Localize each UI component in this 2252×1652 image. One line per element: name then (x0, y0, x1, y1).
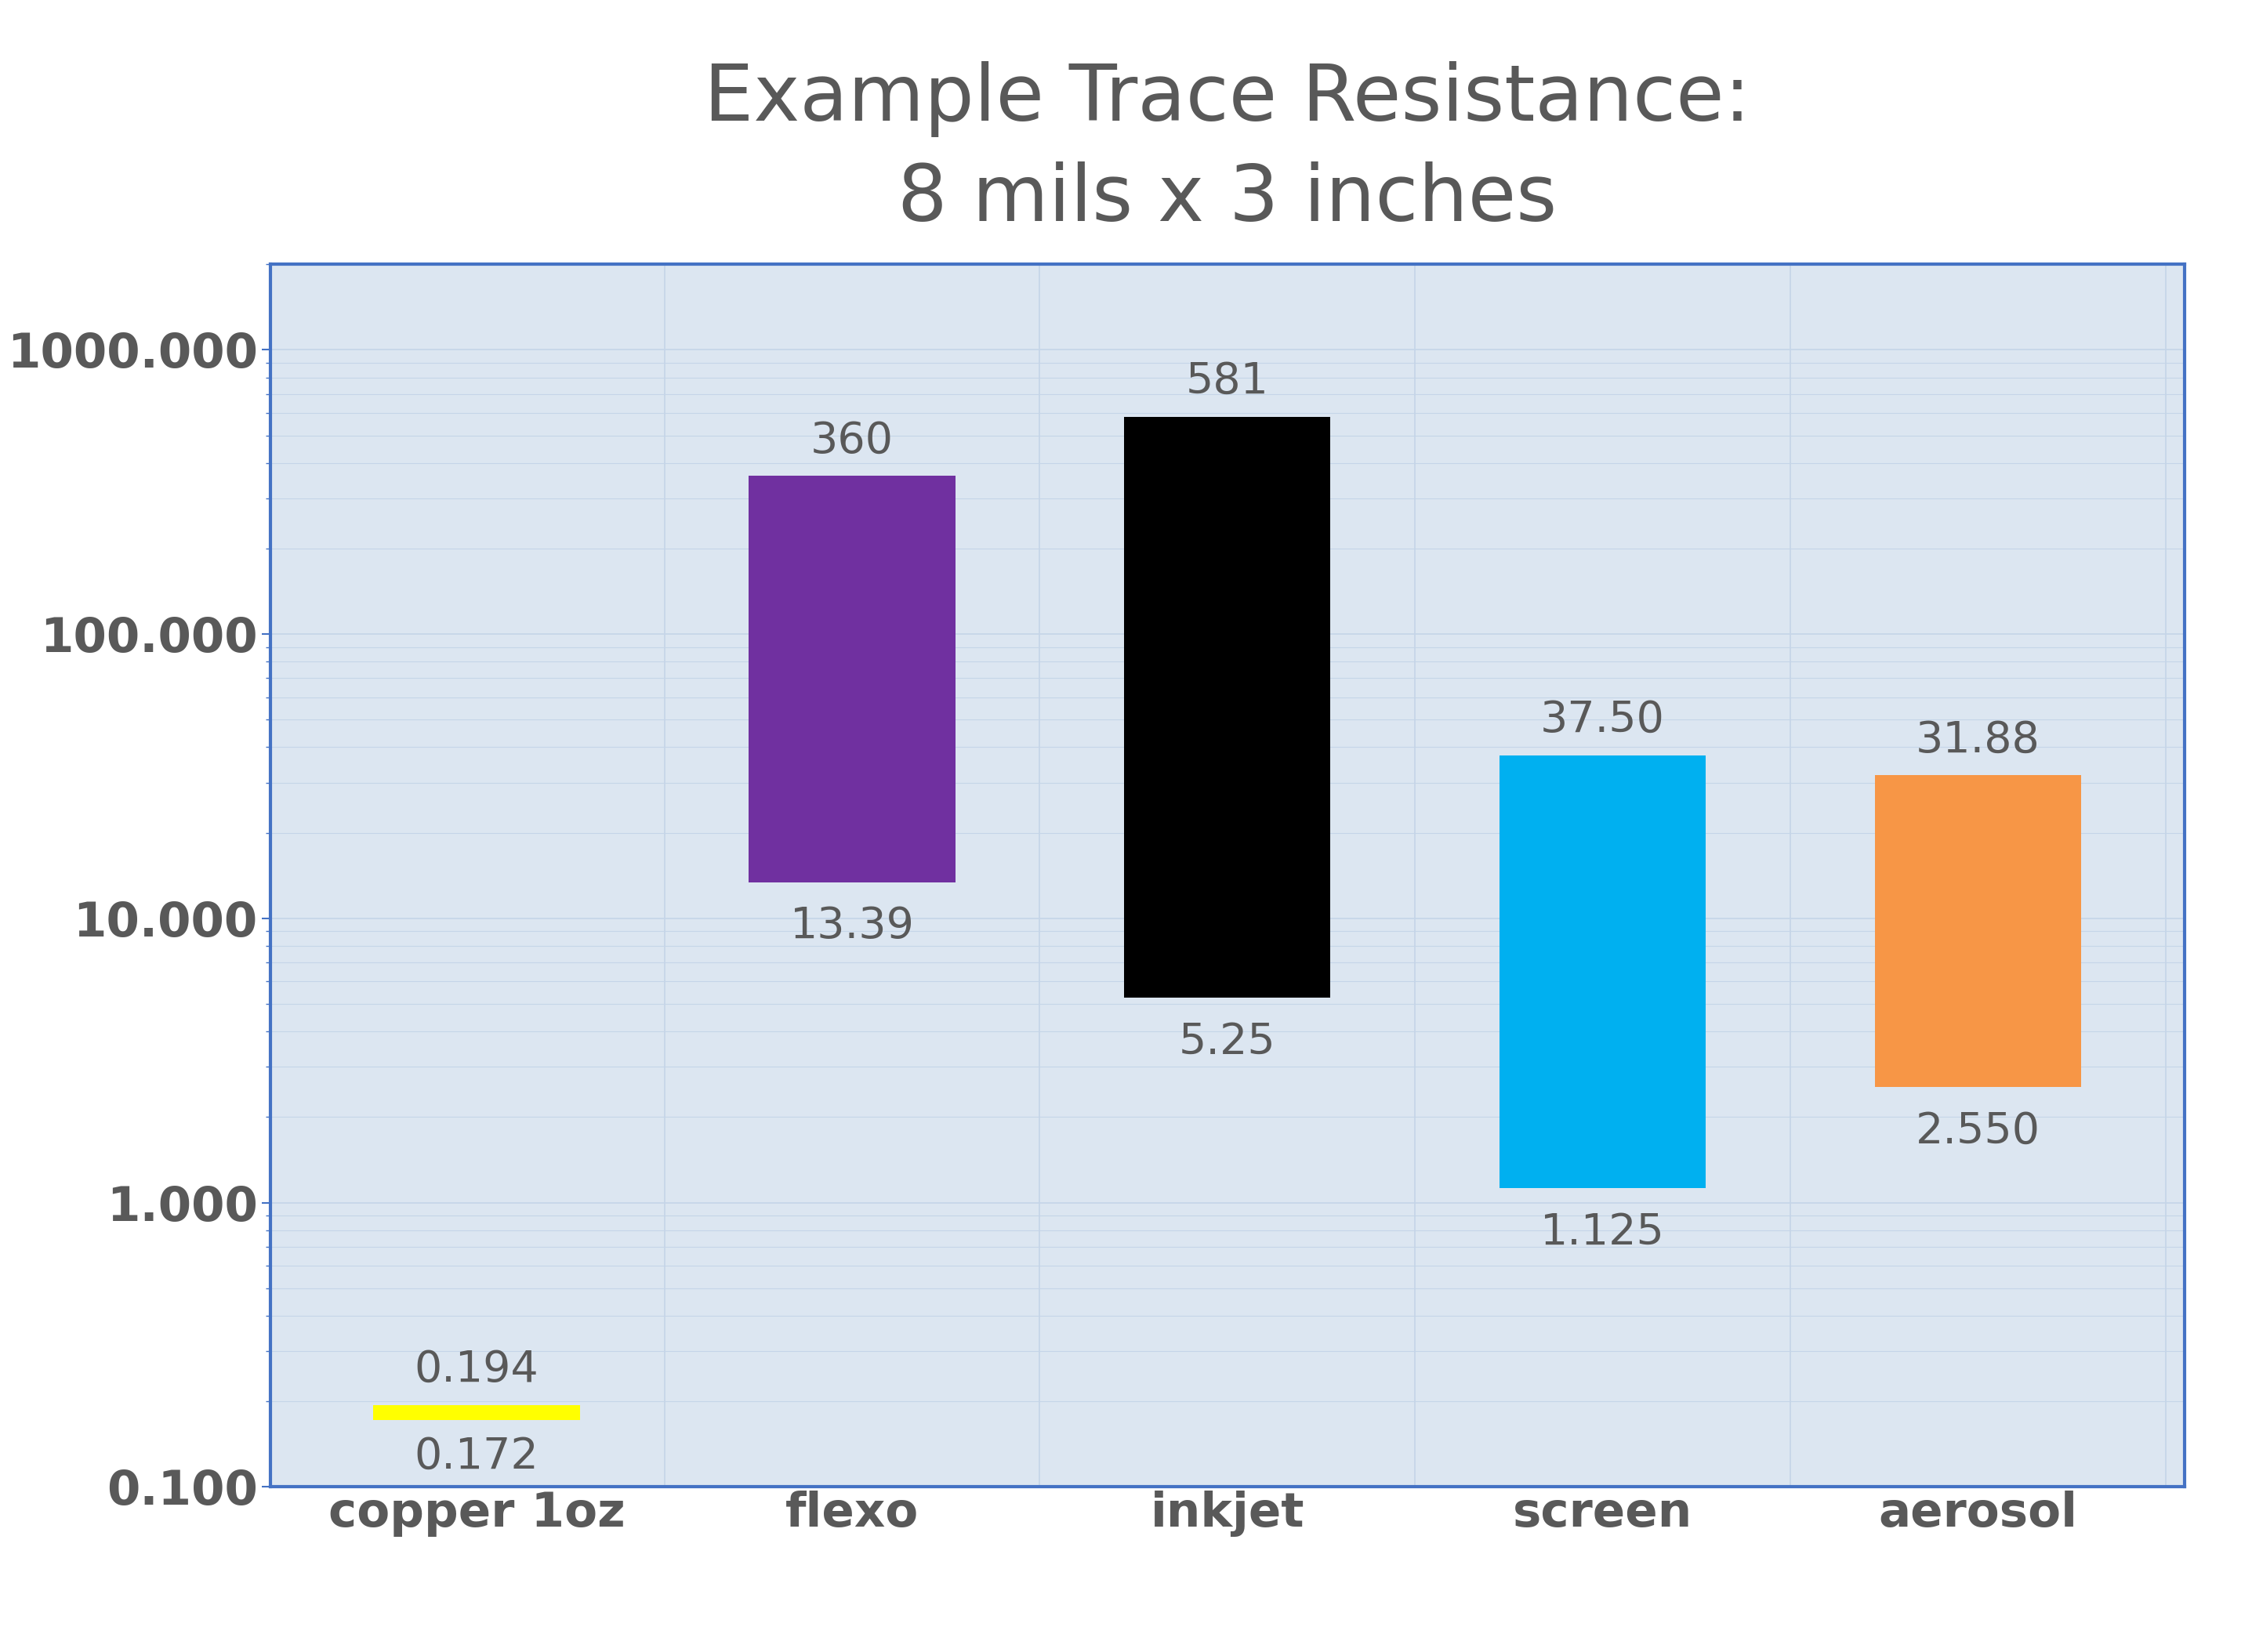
Text: 13.39: 13.39 (790, 905, 914, 948)
Bar (1124, 416, 1331, 998)
Text: 0.172: 0.172 (414, 1436, 538, 1479)
Text: 2.550: 2.550 (1916, 1110, 2040, 1153)
Text: 1.125: 1.125 (1540, 1211, 1664, 1254)
Text: 0.194: 0.194 (414, 1348, 538, 1391)
Bar (1876, 775, 2081, 1087)
Text: 37.50: 37.50 (1540, 699, 1664, 742)
Text: 31.88: 31.88 (1916, 719, 2040, 762)
Text: 360: 360 (811, 420, 894, 463)
Title: Example Trace Resistance:
8 mils x 3 inches: Example Trace Resistance: 8 mils x 3 inc… (705, 61, 1750, 238)
Text: 5.25: 5.25 (1178, 1021, 1277, 1064)
Bar (374, 1404, 581, 1419)
Text: 581: 581 (1187, 360, 1268, 403)
Bar (748, 476, 955, 882)
Bar (1500, 755, 1707, 1188)
